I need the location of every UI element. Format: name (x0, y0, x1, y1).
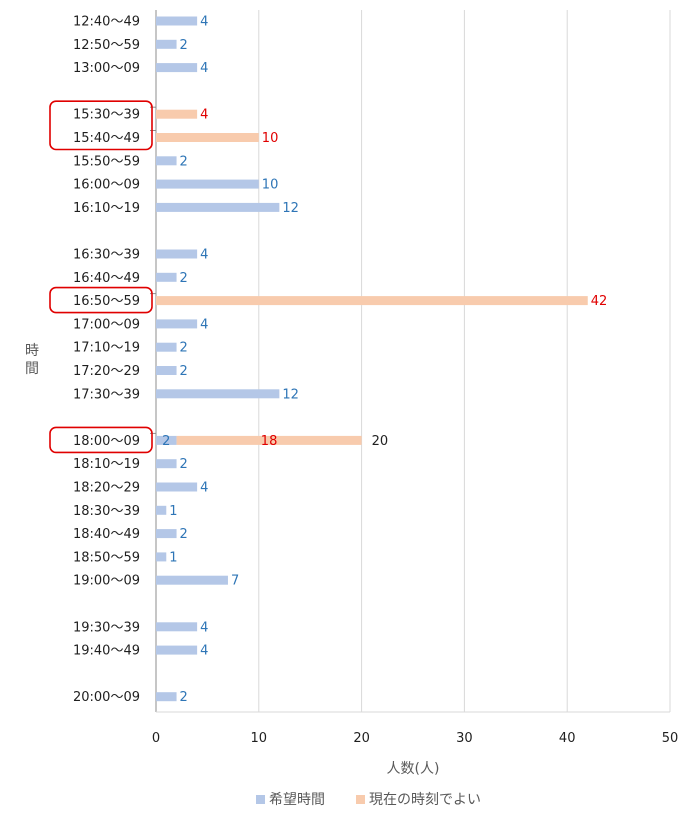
data-label: 2 (180, 690, 188, 705)
data-label: 12 (282, 387, 299, 402)
category-label: 19:30〜39 (73, 620, 140, 635)
bar (156, 272, 177, 282)
category-label: 15:30〜39 (73, 108, 140, 123)
category-label: 16:10〜19 (73, 201, 140, 216)
bar (156, 529, 177, 539)
category-label: 17:00〜09 (73, 317, 140, 332)
legend-swatch (356, 795, 365, 804)
highlight-box (49, 286, 153, 314)
total-label: 20 (372, 434, 389, 449)
category-label: 18:20〜29 (73, 481, 140, 496)
data-label: 1 (169, 504, 177, 519)
data-label: 4 (200, 644, 208, 659)
bar (156, 109, 198, 119)
data-label: 2 (162, 434, 170, 449)
data-label: 2 (180, 527, 188, 542)
x-tick-label: 40 (559, 731, 576, 746)
x-axis-title: 人数(人) (387, 761, 440, 777)
y-axis-title-char: 時 (25, 343, 39, 359)
data-label: 42 (591, 294, 608, 309)
category-label: 15:40〜49 (73, 131, 140, 146)
x-tick-label: 10 (251, 731, 268, 746)
x-tick-label: 50 (662, 731, 679, 746)
legend-label: 希望時間 (269, 792, 325, 808)
data-label: 7 (231, 574, 239, 589)
data-label: 10 (262, 131, 279, 146)
data-label: 18 (261, 434, 278, 449)
bar (156, 622, 198, 632)
category-label: 12:40〜49 (73, 15, 140, 30)
category-label: 20:00〜09 (73, 690, 140, 705)
category-label: 19:00〜09 (73, 574, 140, 589)
category-label: 18:40〜49 (73, 527, 140, 542)
legend-label: 現在の時刻でよい (369, 792, 481, 808)
highlight-box (49, 100, 153, 151)
bar (156, 16, 198, 26)
category-label: 17:20〜29 (73, 364, 140, 379)
data-label: 4 (200, 317, 208, 332)
bar (156, 179, 259, 189)
bar (156, 342, 177, 352)
x-tick-label: 20 (353, 731, 370, 746)
data-label: 2 (180, 341, 188, 356)
bar (156, 39, 177, 49)
data-label: 2 (180, 271, 188, 286)
data-label: 4 (200, 15, 208, 30)
data-label: 4 (200, 108, 208, 123)
data-label: 2 (180, 457, 188, 472)
x-tick-label: 0 (152, 731, 160, 746)
bar (156, 296, 588, 306)
category-label: 16:50〜59 (73, 294, 140, 309)
bar (156, 156, 177, 166)
data-label: 2 (180, 154, 188, 169)
bar (156, 505, 167, 515)
bar (156, 389, 280, 399)
bar (156, 319, 198, 329)
data-label: 12 (282, 201, 299, 216)
bar (176, 435, 362, 445)
category-label: 16:40〜49 (73, 271, 140, 286)
bar (156, 575, 228, 585)
category-label: 15:50〜59 (73, 154, 140, 169)
bar (156, 482, 198, 492)
bar (156, 133, 259, 142)
bar (156, 366, 177, 375)
y-axis-title-char: 間 (25, 361, 39, 377)
highlight-box (49, 426, 153, 454)
bar (156, 692, 177, 702)
category-label: 18:30〜39 (73, 504, 140, 519)
category-label: 16:30〜39 (73, 248, 140, 263)
data-label: 2 (180, 38, 188, 53)
category-label: 18:00〜09 (73, 434, 140, 449)
category-label: 16:00〜09 (73, 178, 140, 193)
legend-swatch (256, 795, 265, 804)
category-label: 13:00〜09 (73, 61, 140, 76)
x-tick-label: 30 (456, 731, 473, 746)
data-label: 4 (200, 248, 208, 263)
data-label: 10 (262, 178, 279, 193)
data-label: 4 (200, 61, 208, 76)
bar (156, 552, 167, 562)
data-label: 4 (200, 481, 208, 496)
bar (156, 459, 177, 469)
data-label: 1 (169, 550, 177, 565)
bar (156, 202, 280, 212)
category-label: 19:40〜49 (73, 644, 140, 659)
data-label: 2 (180, 364, 188, 379)
category-label: 18:50〜59 (73, 550, 140, 565)
bar (156, 645, 198, 655)
bar (156, 63, 198, 73)
category-label: 12:50〜59 (73, 38, 140, 53)
category-label: 18:10〜19 (73, 457, 140, 472)
data-label: 4 (200, 620, 208, 635)
bar (156, 435, 177, 445)
category-label: 17:30〜39 (73, 387, 140, 402)
category-label: 17:10〜19 (73, 341, 140, 356)
bar (156, 249, 198, 259)
